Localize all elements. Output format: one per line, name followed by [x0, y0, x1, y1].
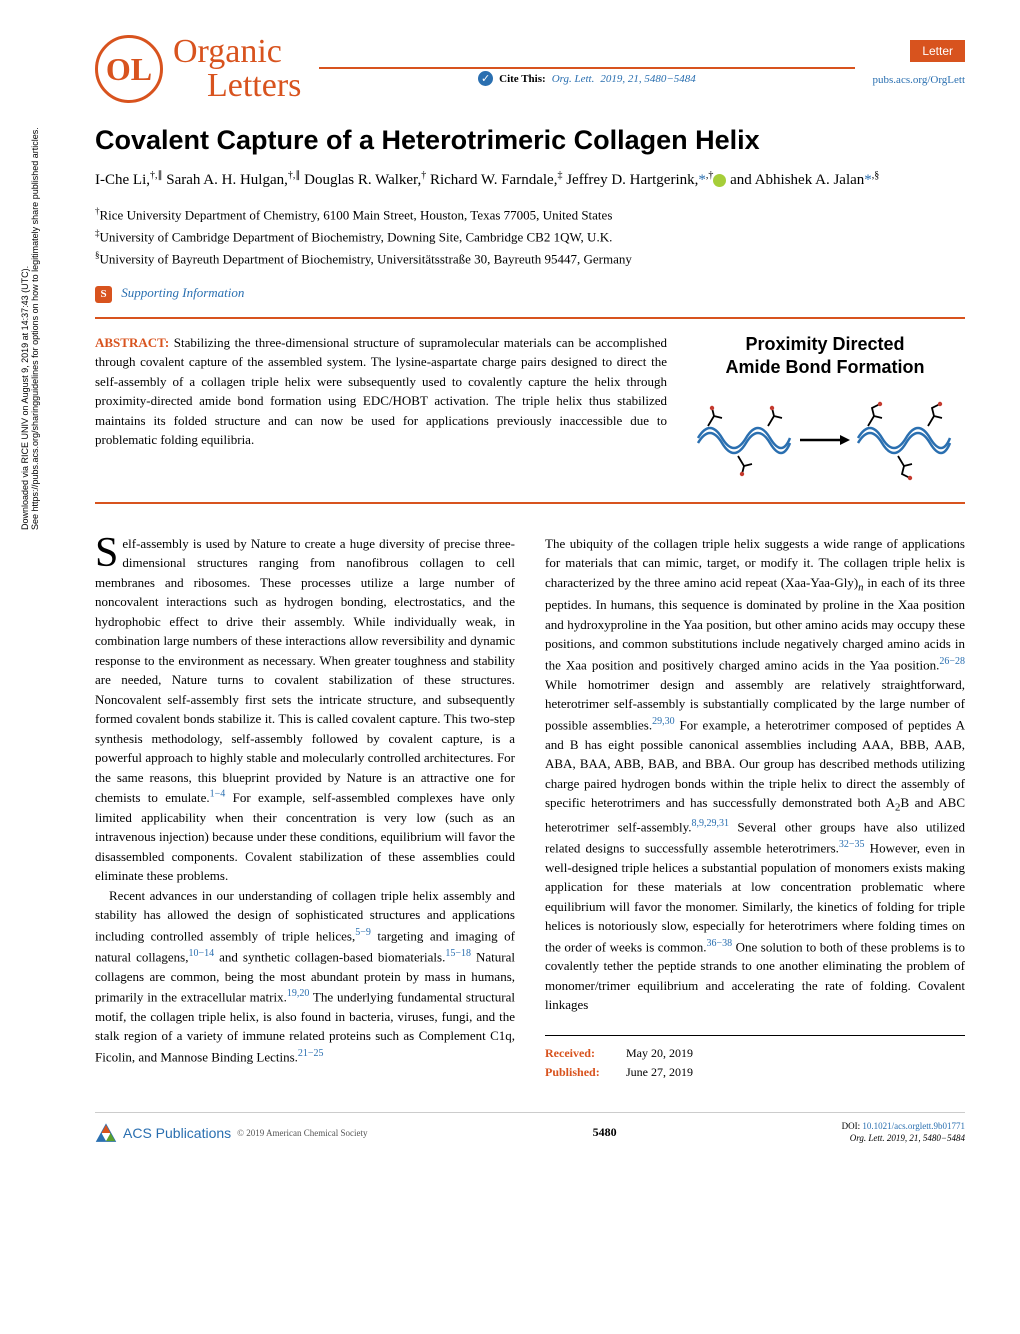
doi-link[interactable]: 10.1021/acs.orglett.9b01771 — [862, 1121, 965, 1131]
header: OL Organic Letters ✓ Cite This: Org. Let… — [95, 35, 965, 103]
cite-prefix: Cite This: — [499, 73, 546, 85]
pubs-link[interactable]: pubs.acs.org/OrgLett — [873, 74, 965, 86]
affiliation-1: †Rice University Department of Chemistry… — [95, 204, 965, 226]
received-box: Received: May 20, 2019 Published: June 2… — [545, 1035, 965, 1082]
cite-this-box: ✓ Cite This: Org. Lett. 2019, 21, 5480−5… — [478, 71, 696, 86]
body-columns: Self-assembly is used by Nature to creat… — [95, 534, 965, 1083]
cite-journal[interactable]: Org. Lett. — [552, 73, 595, 85]
col1-para1: Self-assembly is used by Nature to creat… — [95, 534, 515, 886]
supporting-s-icon: S — [95, 286, 112, 303]
journal-ref-footer: Org. Lett. 2019, 21, 5480−5484 — [850, 1133, 965, 1143]
published-row: Published: June 27, 2019 — [545, 1063, 965, 1082]
published-date: June 27, 2019 — [626, 1065, 693, 1079]
abstract-label: ABSTRACT: — [95, 335, 169, 350]
doi-block: DOI: 10.1021/acs.orglett.9b01771 Org. Le… — [842, 1121, 965, 1144]
published-label: Published: — [545, 1063, 623, 1082]
affiliation-2: ‡University of Cambridge Department of B… — [95, 226, 965, 248]
letter-badge: Letter — [910, 40, 965, 62]
affiliations: †Rice University Department of Chemistry… — [95, 204, 965, 271]
affiliation-3: §University of Bayreuth Department of Bi… — [95, 248, 965, 270]
article-title: Covalent Capture of a Heterotrimeric Col… — [95, 125, 965, 156]
received-date: May 20, 2019 — [626, 1046, 693, 1060]
logo-letters: Letters — [207, 67, 301, 104]
reaction-scheme-svg — [690, 388, 960, 483]
footer: ACS Publications © 2019 American Chemica… — [95, 1112, 965, 1144]
cite-line: ✓ Cite This: Org. Lett. 2019, 21, 5480−5… — [319, 67, 854, 86]
page-number: 5480 — [593, 1125, 617, 1140]
page-container: OL Organic Letters ✓ Cite This: Org. Let… — [0, 0, 1020, 1180]
acs-pub-text: ACS Publications — [123, 1125, 231, 1141]
column-right: The ubiquity of the collagen triple heli… — [545, 534, 965, 1083]
journal-logo: OL Organic Letters — [95, 35, 301, 103]
acs-publications-block: ACS Publications © 2019 American Chemica… — [95, 1123, 367, 1143]
header-right: Letter pubs.acs.org/OrgLett — [873, 40, 965, 86]
authors-line: I-Che Li,†,∥ Sarah A. H. Hulgan,†,∥ Doug… — [95, 168, 965, 192]
ol-circle-logo: OL — [95, 35, 163, 103]
received-label: Received: — [545, 1044, 623, 1063]
figure-title-1: Proximity Directed — [685, 333, 965, 356]
supporting-label: Supporting Information — [121, 285, 244, 300]
received-row: Received: May 20, 2019 — [545, 1044, 965, 1063]
check-icon: ✓ — [478, 71, 493, 86]
logo-text: Organic Letters — [173, 35, 301, 103]
col1-para2: Recent advances in our understanding of … — [95, 886, 515, 1067]
dropcap: S — [95, 536, 118, 570]
abstract-text-block: ABSTRACT: Stabilizing the three-dimensio… — [95, 333, 667, 488]
acs-triangle-icon — [95, 1123, 117, 1143]
col2-para1: The ubiquity of the collagen triple heli… — [545, 534, 965, 1015]
copyright: © 2019 American Chemical Society — [237, 1128, 367, 1138]
figure-title-2: Amide Bond Formation — [685, 356, 965, 379]
doi-label: DOI: — [842, 1121, 861, 1131]
supporting-info[interactable]: S Supporting Information — [95, 285, 965, 303]
abstract-box: ABSTRACT: Stabilizing the three-dimensio… — [95, 317, 965, 504]
cite-year-vol[interactable]: 2019, 21, 5480−5484 — [600, 73, 695, 85]
abstract-figure: Proximity Directed Amide Bond Formation — [685, 333, 965, 488]
logo-organic: Organic — [173, 33, 282, 70]
column-left: Self-assembly is used by Nature to creat… — [95, 534, 515, 1083]
abstract-body: Stabilizing the three-dimensional struct… — [95, 335, 667, 448]
